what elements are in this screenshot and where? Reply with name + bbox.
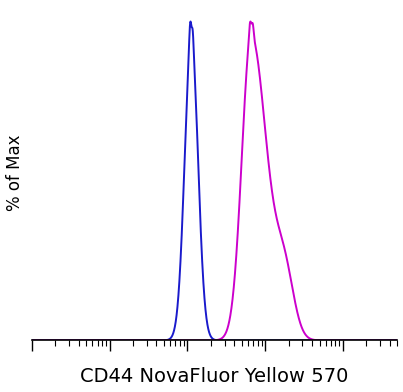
Y-axis label: % of Max: % of Max	[6, 135, 23, 211]
X-axis label: CD44 NovaFluor Yellow 570: CD44 NovaFluor Yellow 570	[81, 367, 349, 387]
